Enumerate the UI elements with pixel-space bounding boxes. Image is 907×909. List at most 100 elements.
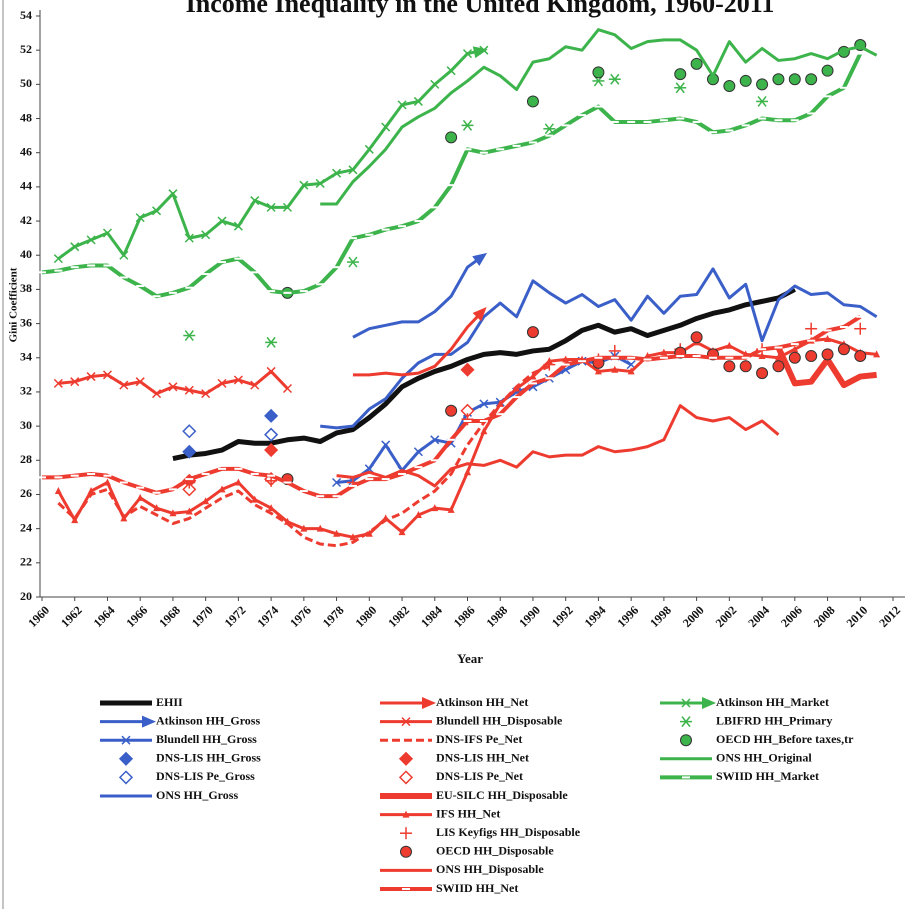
series xyxy=(53,366,293,399)
marker-shape xyxy=(168,291,177,294)
marker xyxy=(264,427,279,442)
marker xyxy=(381,478,390,481)
marker xyxy=(119,276,128,279)
marker-shape xyxy=(774,119,783,122)
marker xyxy=(823,95,832,98)
marker xyxy=(479,151,488,154)
marker-stroke xyxy=(102,370,112,380)
marker xyxy=(332,266,341,269)
marker-shape xyxy=(723,360,736,373)
marker-shape xyxy=(873,350,881,358)
marker-shape xyxy=(561,124,570,127)
marker xyxy=(496,148,505,151)
marker xyxy=(790,119,799,122)
marker-stroke xyxy=(266,336,276,348)
marker-shape xyxy=(545,377,554,380)
marker-shape xyxy=(152,491,161,494)
marker-shape xyxy=(120,514,128,522)
marker xyxy=(788,351,801,364)
marker xyxy=(414,220,423,223)
marker-shape xyxy=(38,476,46,479)
marker xyxy=(460,362,475,377)
marker xyxy=(87,487,95,495)
marker xyxy=(183,330,196,342)
marker xyxy=(725,129,734,132)
marker xyxy=(267,504,275,512)
marker-shape xyxy=(398,751,414,766)
y-tick-label: 26 xyxy=(20,486,32,500)
marker xyxy=(690,57,703,70)
marker-shape xyxy=(168,488,177,491)
marker xyxy=(463,148,472,151)
marker xyxy=(87,472,96,475)
marker xyxy=(431,504,439,512)
marker xyxy=(414,510,422,518)
marker xyxy=(461,119,474,131)
legend-label: ONS HH_Original xyxy=(716,751,812,765)
marker xyxy=(854,322,867,335)
marker xyxy=(398,472,407,475)
marker xyxy=(364,144,374,154)
marker xyxy=(414,466,423,469)
marker-shape xyxy=(153,504,161,512)
marker-shape xyxy=(676,355,685,358)
marker-shape xyxy=(725,341,733,349)
series xyxy=(352,307,487,377)
series xyxy=(352,252,488,339)
marker-shape xyxy=(594,367,602,375)
marker xyxy=(398,225,407,228)
marker-shape xyxy=(805,350,818,363)
legend-label: Blundell HH_Disposable xyxy=(436,713,563,727)
y-tick-label: 54 xyxy=(20,8,32,22)
marker xyxy=(118,770,134,785)
marker-shape xyxy=(349,533,357,541)
marker-stroke xyxy=(430,435,440,445)
marker-shape xyxy=(201,472,210,475)
marker xyxy=(398,751,414,766)
marker-stroke xyxy=(332,477,342,488)
marker xyxy=(725,356,734,359)
marker-shape xyxy=(348,484,357,487)
legend-entry: DNS-LIS HH_Net xyxy=(398,751,529,766)
marker-shape xyxy=(463,419,472,422)
marker-stroke xyxy=(119,250,129,260)
marker-shape xyxy=(182,482,197,497)
marker-shape xyxy=(54,476,63,479)
marker xyxy=(758,117,767,120)
marker xyxy=(821,348,834,361)
marker xyxy=(118,751,134,766)
marker-shape xyxy=(790,343,799,346)
marker xyxy=(120,514,128,522)
marker xyxy=(837,343,850,356)
marker-shape xyxy=(479,151,488,154)
legend-entry: LIS Keyfigs HH_Disposable xyxy=(400,825,581,840)
marker-shape xyxy=(774,346,783,349)
marker xyxy=(758,352,766,360)
marker-shape xyxy=(772,360,785,373)
marker-shape xyxy=(414,510,422,518)
marker-shape xyxy=(562,355,570,363)
series xyxy=(172,287,796,462)
marker xyxy=(627,356,636,359)
marker xyxy=(430,206,439,209)
marker-shape xyxy=(578,360,587,363)
marker-shape xyxy=(496,413,505,416)
marker xyxy=(805,322,818,335)
marker-stroke xyxy=(332,168,342,178)
marker-shape xyxy=(774,353,782,361)
marker-shape xyxy=(839,326,848,329)
marker-shape xyxy=(234,257,243,260)
series xyxy=(281,39,867,299)
marker-shape xyxy=(414,220,423,223)
marker xyxy=(264,442,279,458)
y-tick-label: 28 xyxy=(20,452,32,466)
marker xyxy=(676,355,685,358)
marker-shape xyxy=(791,345,799,353)
legend-entry: LBIFRD HH_Primary xyxy=(680,713,832,727)
marker xyxy=(152,491,161,494)
marker-shape xyxy=(299,490,308,493)
marker-stroke xyxy=(626,360,636,370)
marker-shape xyxy=(316,495,325,498)
marker xyxy=(201,230,211,240)
marker xyxy=(856,52,865,55)
